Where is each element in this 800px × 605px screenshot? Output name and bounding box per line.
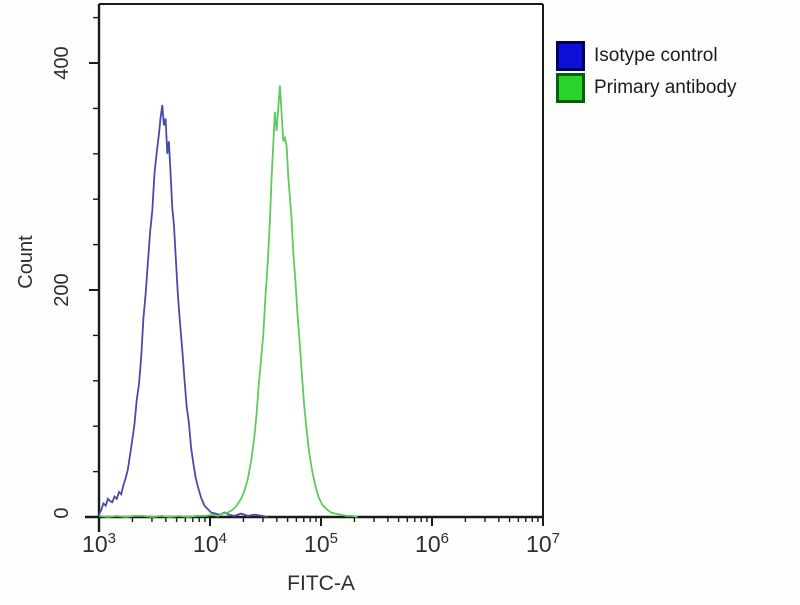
curve-isotype-control <box>98 104 268 518</box>
legend: Isotype control Primary antibody <box>556 41 737 103</box>
primary-antibody-swatch-icon <box>556 73 585 103</box>
x-tick-label: 105 <box>304 530 338 557</box>
plot-area <box>99 4 543 517</box>
legend-item-primary-antibody: Primary antibody <box>556 73 737 103</box>
x-tick-label: 107 <box>526 530 560 557</box>
isotype-control-swatch-icon <box>556 41 585 71</box>
legend-label-isotype-control: Isotype control <box>594 45 718 66</box>
x-tick-label: 106 <box>415 530 449 557</box>
y-tick-label: 200 <box>51 273 73 306</box>
y-axis-label: Count <box>15 235 37 289</box>
legend-label-primary-antibody: Primary antibody <box>594 77 737 98</box>
y-tick-label: 400 <box>51 46 73 79</box>
x-tick-label: 104 <box>193 530 227 557</box>
y-tick-label: 0 <box>51 507 73 518</box>
x-axis-label: FITC-A <box>287 572 355 595</box>
curve-primary-antibody <box>98 85 358 518</box>
x-tick-label: 103 <box>82 530 116 557</box>
legend-item-isotype-control: Isotype control <box>556 41 737 71</box>
